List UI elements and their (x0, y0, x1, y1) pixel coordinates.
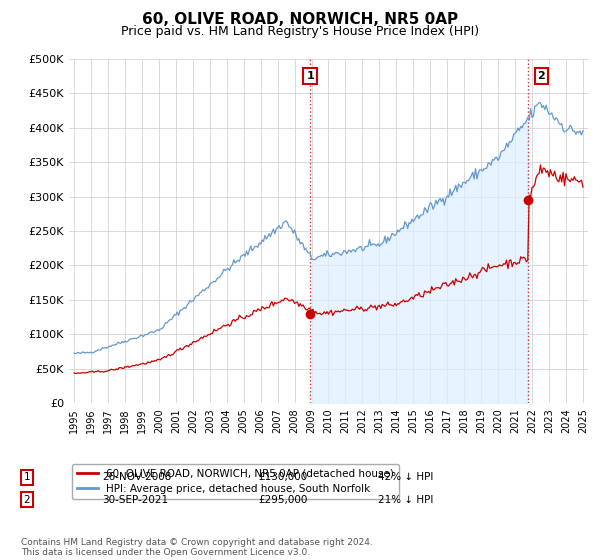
Text: £130,000: £130,000 (258, 472, 307, 482)
Legend: 60, OLIVE ROAD, NORWICH, NR5 0AP (detached house), HPI: Average price, detached : 60, OLIVE ROAD, NORWICH, NR5 0AP (detach… (71, 464, 399, 499)
Text: 26-NOV-2008: 26-NOV-2008 (102, 472, 172, 482)
Text: 42% ↓ HPI: 42% ↓ HPI (378, 472, 433, 482)
Text: Contains HM Land Registry data © Crown copyright and database right 2024.
This d: Contains HM Land Registry data © Crown c… (21, 538, 373, 557)
Text: 1: 1 (306, 71, 314, 81)
Text: 2: 2 (23, 494, 31, 505)
Text: 30-SEP-2021: 30-SEP-2021 (102, 494, 168, 505)
Text: Price paid vs. HM Land Registry's House Price Index (HPI): Price paid vs. HM Land Registry's House … (121, 25, 479, 38)
Text: £295,000: £295,000 (258, 494, 307, 505)
Text: 2: 2 (538, 71, 545, 81)
Text: 1: 1 (23, 472, 31, 482)
Text: 21% ↓ HPI: 21% ↓ HPI (378, 494, 433, 505)
Text: 60, OLIVE ROAD, NORWICH, NR5 0AP: 60, OLIVE ROAD, NORWICH, NR5 0AP (142, 12, 458, 27)
